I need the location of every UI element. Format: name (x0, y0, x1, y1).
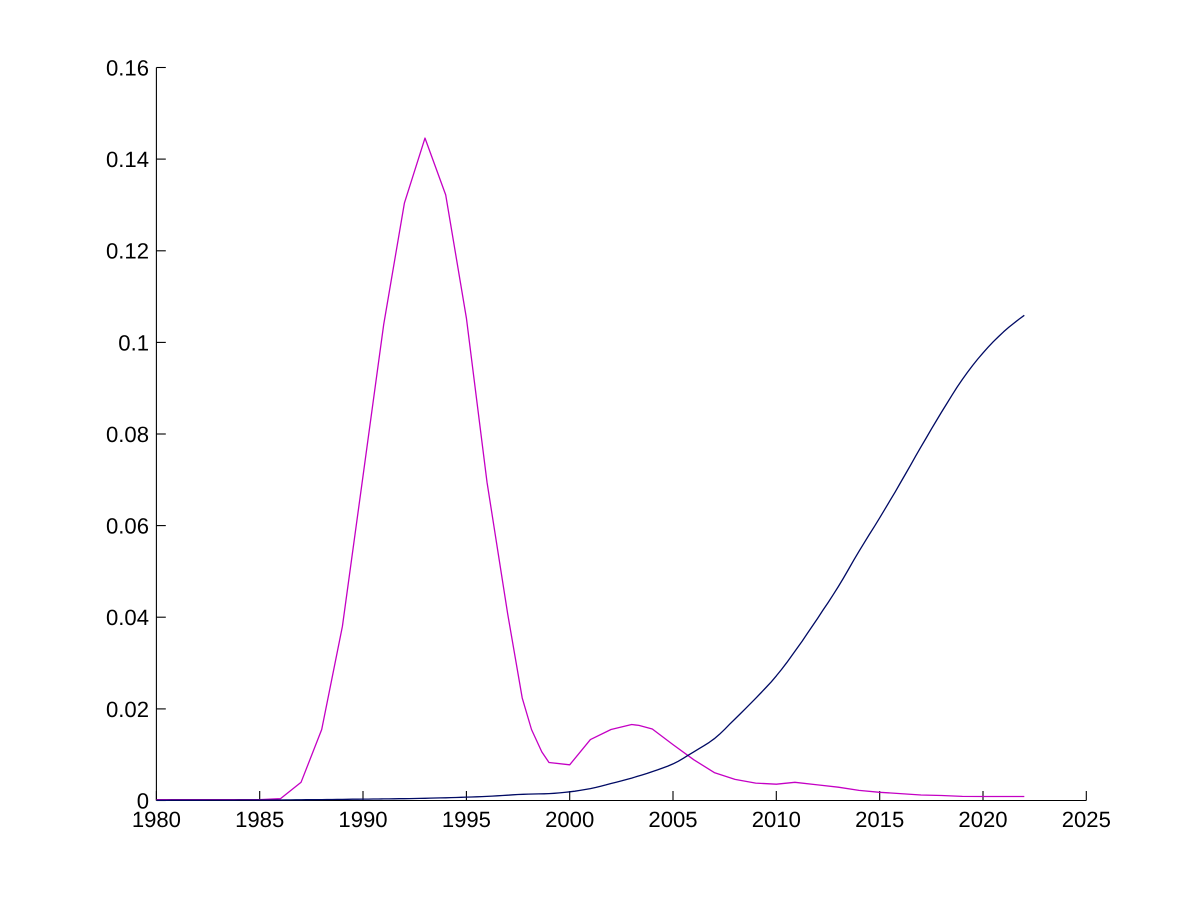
svg-text:0.16: 0.16 (106, 55, 149, 80)
svg-text:2005: 2005 (648, 807, 697, 832)
svg-text:0.12: 0.12 (106, 239, 149, 264)
svg-text:1995: 1995 (442, 807, 491, 832)
svg-text:2000: 2000 (545, 807, 594, 832)
svg-text:0.02: 0.02 (106, 697, 149, 722)
svg-text:0.14: 0.14 (106, 147, 149, 172)
svg-text:1985: 1985 (235, 807, 284, 832)
svg-text:0: 0 (137, 788, 149, 813)
svg-text:2010: 2010 (752, 807, 801, 832)
svg-text:0.06: 0.06 (106, 514, 149, 539)
svg-text:2025: 2025 (1062, 807, 1111, 832)
svg-text:2020: 2020 (958, 807, 1007, 832)
svg-text:1990: 1990 (338, 807, 387, 832)
svg-text:0.08: 0.08 (106, 422, 149, 447)
svg-text:1980: 1980 (132, 807, 181, 832)
svg-text:0.1: 0.1 (118, 330, 149, 355)
svg-text:0.04: 0.04 (106, 605, 149, 630)
svg-text:2015: 2015 (855, 807, 904, 832)
